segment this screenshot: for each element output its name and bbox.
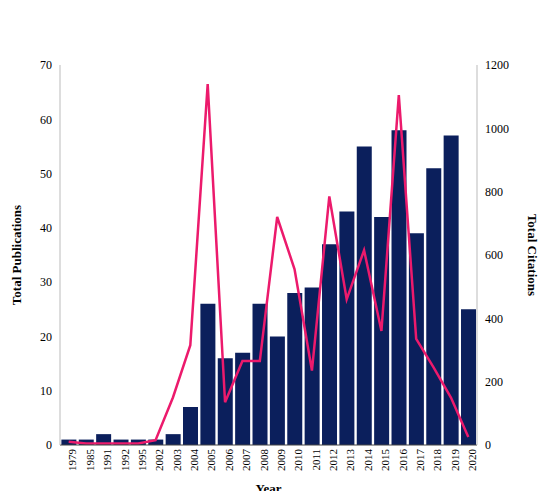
svg-text:1992: 1992 [119,449,131,471]
svg-text:70: 70 [40,58,52,72]
svg-text:400: 400 [485,312,503,326]
svg-text:Total Publications: Total Publications [9,205,24,305]
svg-text:2016: 2016 [397,449,409,472]
svg-text:1000: 1000 [485,122,509,136]
svg-text:2008: 2008 [258,449,270,472]
svg-text:1200: 1200 [485,58,509,72]
svg-text:2003: 2003 [171,449,183,472]
svg-text:2020: 2020 [466,449,478,472]
svg-text:1991: 1991 [101,449,113,471]
svg-text:20: 20 [40,330,52,344]
svg-text:40: 40 [40,221,52,235]
svg-text:2013: 2013 [344,449,356,472]
svg-text:0: 0 [46,438,52,452]
svg-text:2015: 2015 [379,449,391,472]
svg-text:2007: 2007 [240,449,252,472]
svg-text:200: 200 [485,375,503,389]
svg-text:2017: 2017 [414,449,426,472]
svg-text:10: 10 [40,384,52,398]
svg-text:2012: 2012 [327,449,339,471]
svg-text:2018: 2018 [431,449,443,472]
svg-text:2019: 2019 [449,449,461,472]
svg-text:0: 0 [485,438,491,452]
svg-text:1985: 1985 [84,449,96,472]
svg-text:600: 600 [485,248,503,262]
svg-text:2004: 2004 [188,449,200,472]
svg-text:2005: 2005 [205,449,217,472]
svg-text:Total Citations: Total Citations [525,214,539,296]
svg-text:2002: 2002 [153,449,165,471]
svg-text:50: 50 [40,167,52,181]
svg-text:1979: 1979 [66,449,78,472]
svg-text:2010: 2010 [292,449,304,472]
svg-text:1995: 1995 [136,449,148,472]
svg-text:2006: 2006 [223,449,235,472]
svg-text:60: 60 [40,113,52,127]
svg-text:2009: 2009 [275,449,287,472]
svg-text:2011: 2011 [310,449,322,471]
svg-text:Year: Year [256,481,282,491]
svg-text:800: 800 [485,185,503,199]
svg-text:30: 30 [40,275,52,289]
svg-text:2014: 2014 [362,449,374,472]
